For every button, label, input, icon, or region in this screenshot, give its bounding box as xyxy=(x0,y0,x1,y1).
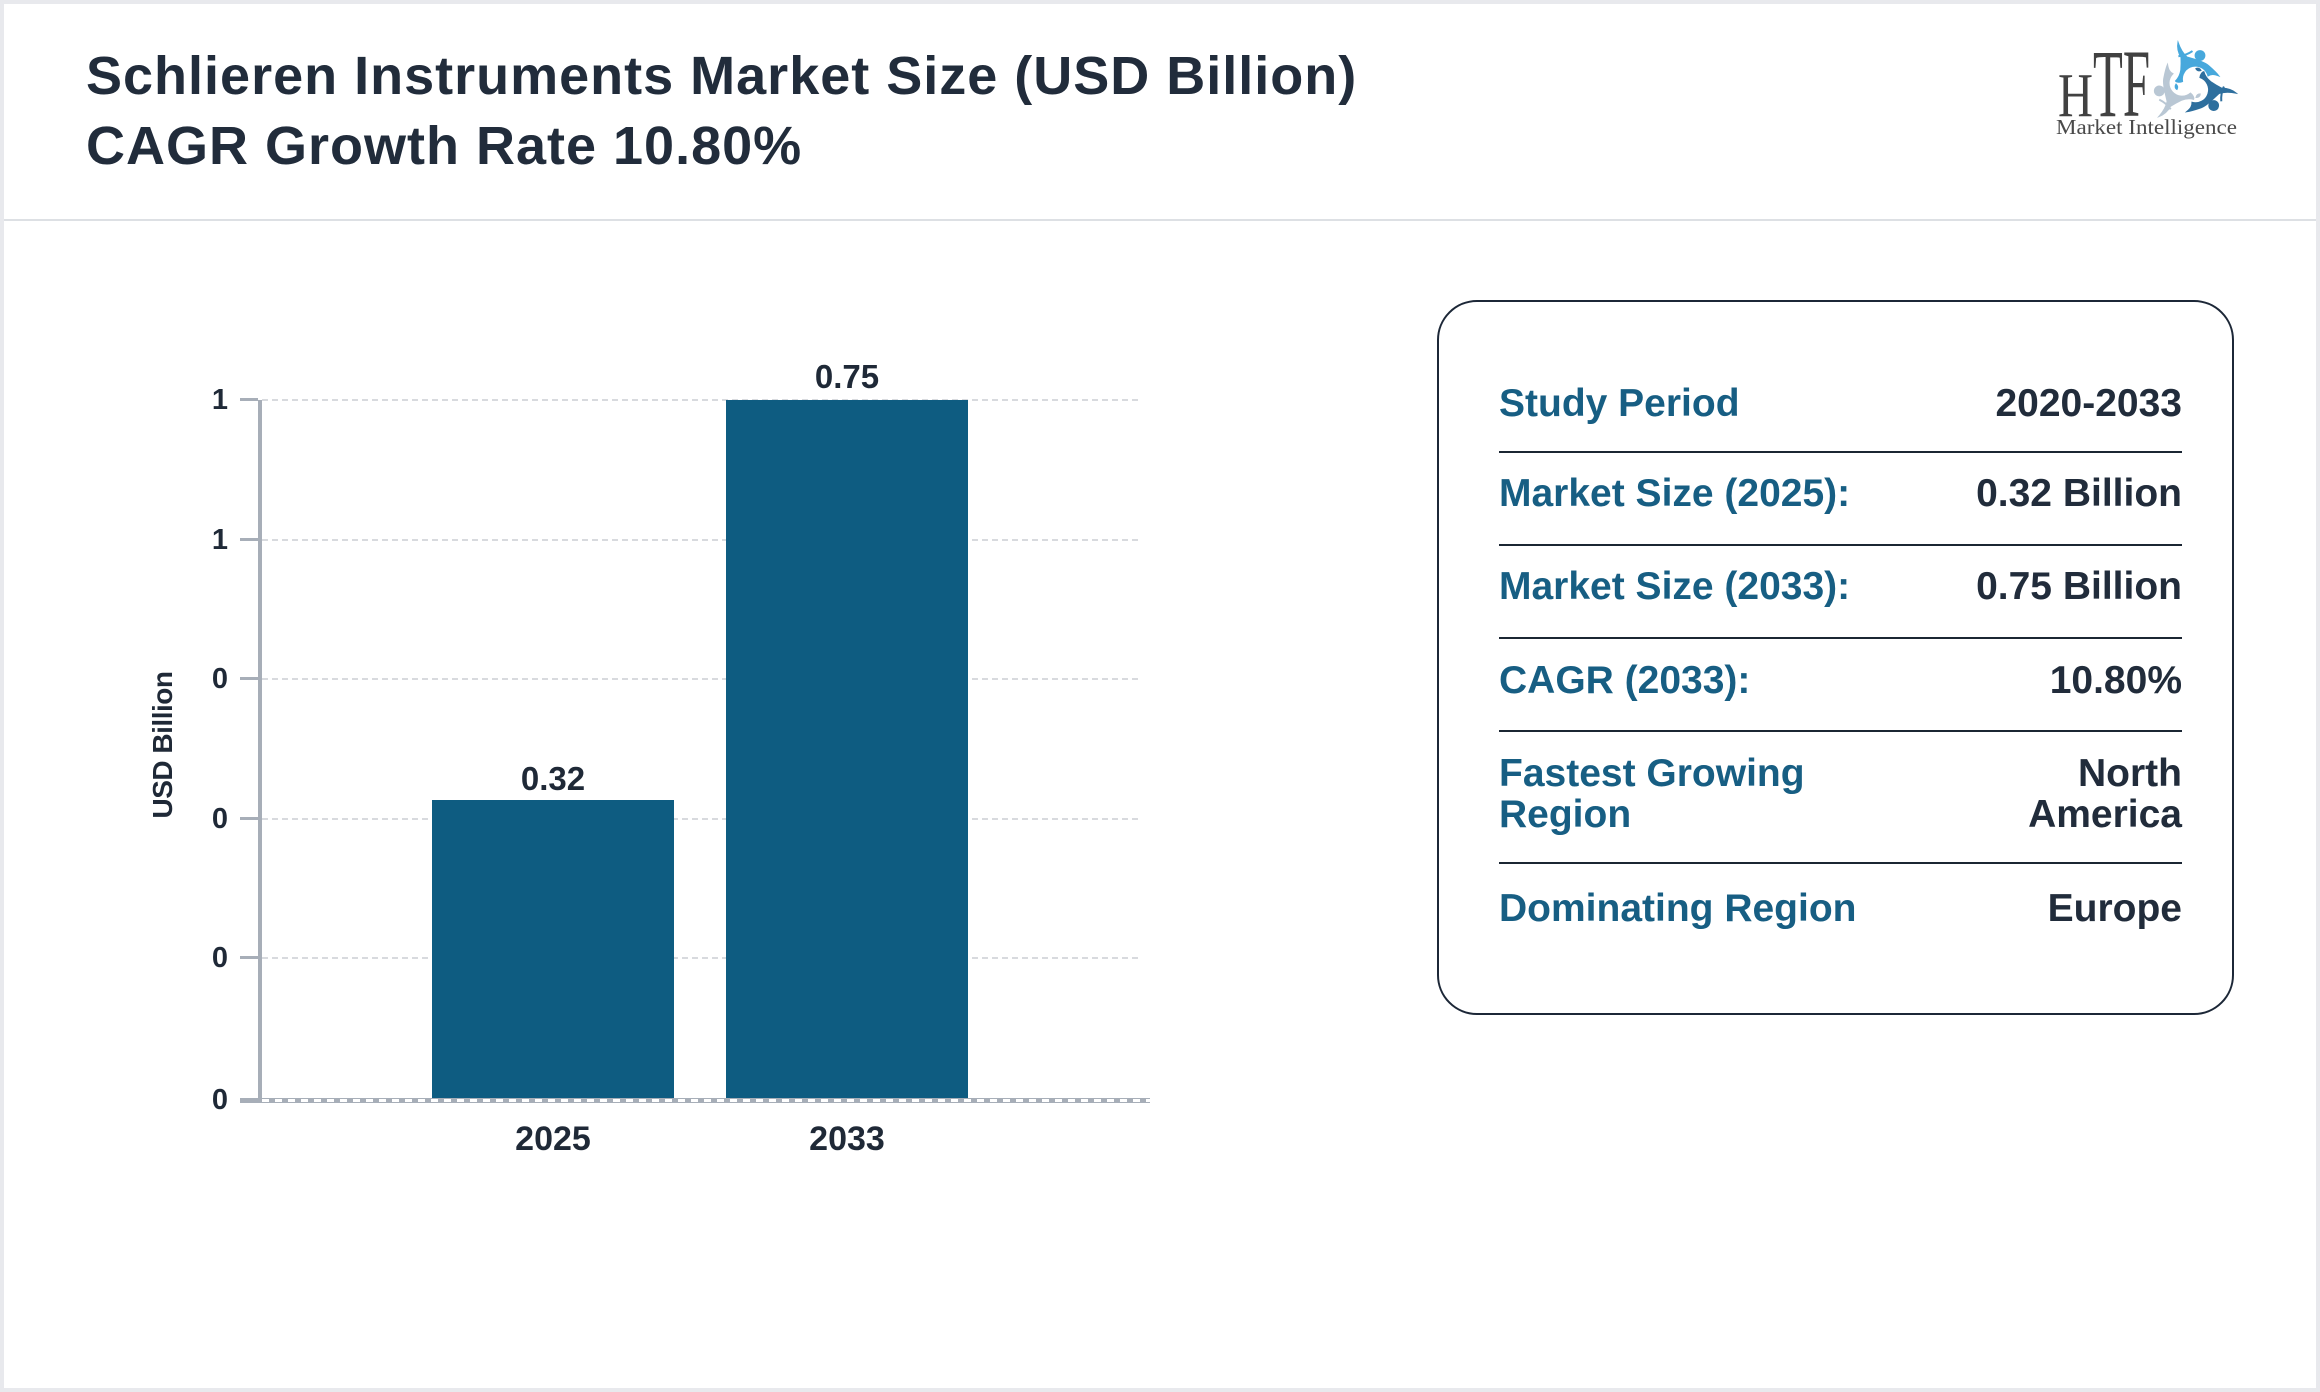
svg-text:TF: TF xyxy=(2093,30,2150,137)
svg-text:H: H xyxy=(2058,62,2093,130)
svg-text:Market Intelligence: Market Intelligence xyxy=(2056,115,2237,139)
